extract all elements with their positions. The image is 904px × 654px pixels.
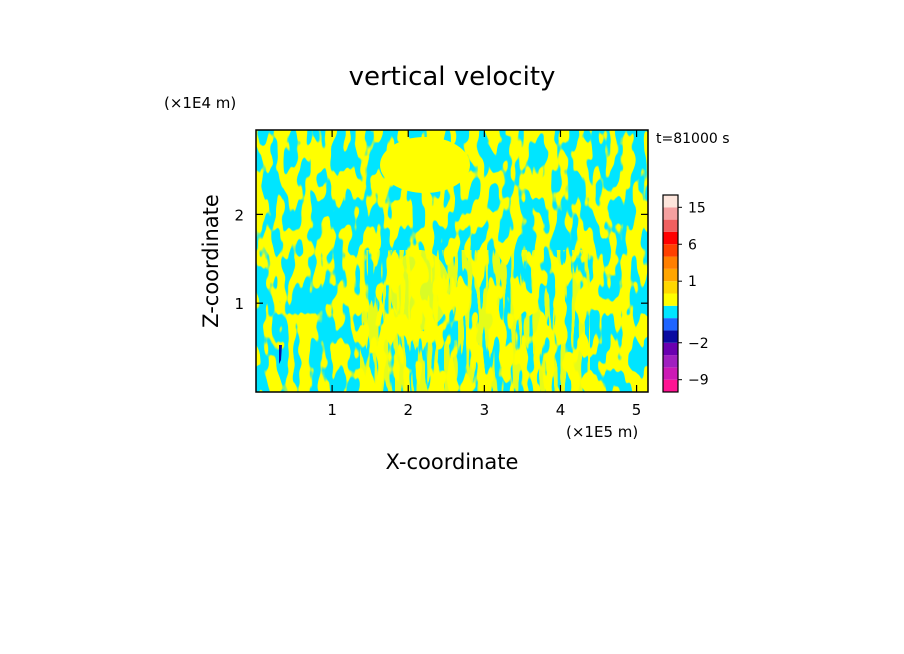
colorbar-tick-label: 15 (688, 200, 706, 216)
time-label: t=81000 s (656, 131, 730, 147)
y-tick-label: 2 (234, 206, 244, 224)
colorbar-tick-label: 6 (688, 237, 697, 253)
x-axis-ticks: 1 2 3 4 5 (327, 130, 641, 419)
colorbar-tick-label: −2 (688, 336, 709, 352)
colorbar-segment (663, 207, 678, 220)
updraft-core-upper (380, 137, 470, 193)
y-axis-title: Z-coordinate (199, 194, 223, 328)
colorbar-segment (663, 219, 678, 232)
colorbar-segment (663, 244, 678, 257)
x-tick-label: 1 (327, 401, 337, 419)
x-unit-label: (×1E5 m) (566, 423, 638, 441)
colorbar-frame (662, 194, 679, 393)
plot-frame (255, 129, 649, 393)
strong-downdraft-spot (279, 345, 282, 364)
x-tick-label: 3 (480, 401, 490, 419)
x-axis-title: X-coordinate (386, 450, 519, 474)
x-tick-label: 4 (556, 401, 566, 419)
colorbar-segment (663, 293, 678, 306)
colorbar-segment (663, 318, 678, 331)
colorbar-segment (663, 256, 678, 269)
updraft-core-lower (390, 250, 450, 330)
colorbar-segment (663, 281, 678, 294)
colorbar-segment (663, 342, 678, 356)
colorbar-segment (663, 379, 678, 392)
y-axis-ticks: 12 (234, 206, 648, 313)
colorbar-segment (663, 330, 678, 343)
colorbar-tick-label: −9 (688, 373, 709, 389)
y-unit-label: (×1E4 m) (164, 94, 236, 112)
colorbar-segment (663, 231, 678, 245)
x-tick-label: 5 (632, 401, 642, 419)
colorbar-segment (663, 305, 678, 319)
heatmap-field (256, 130, 648, 392)
colorbar-segment (663, 355, 678, 368)
y-tick-label: 1 (234, 295, 244, 313)
colorbar-segment (663, 195, 678, 208)
x-tick-label: 2 (403, 401, 413, 419)
colorbar-segment (663, 367, 678, 380)
chart-title: vertical velocity (349, 62, 556, 92)
colorbar-tick-label: 1 (688, 274, 697, 290)
colorbar-segment (663, 268, 678, 282)
colorbar: 15 6 1 −2 −9 (662, 194, 709, 393)
